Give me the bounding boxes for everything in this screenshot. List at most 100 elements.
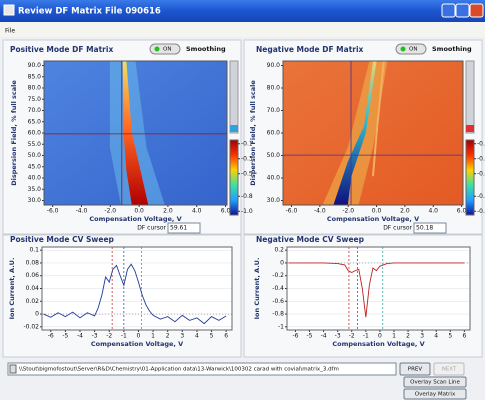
y-tick-label: 0.2 [274, 247, 284, 254]
button[interactable] [403, 376, 467, 388]
df-cursor-box[interactable] [413, 222, 447, 234]
x-tick-label: 2 [166, 333, 170, 340]
heatmap-streak [333, 61, 377, 205]
colorbar-tick-label: -0.5 [477, 170, 485, 177]
y-tick-label: 60.0 [28, 130, 42, 137]
y-tick-label: 0 [35, 311, 39, 318]
x-tick-label: 4.0 [192, 208, 202, 215]
y-tick-label: 0 [280, 259, 284, 266]
panel-title: Negative Mode DF Matrix [256, 45, 364, 54]
x-tick-label: 2.0 [163, 208, 173, 215]
y-tick-label: 75.0 [28, 96, 42, 103]
file-icon [9, 364, 17, 374]
y-tick-label: 0.1 [29, 247, 39, 254]
colorbar-tick-label: -0.8 [241, 193, 253, 200]
sweep-line [43, 263, 227, 325]
file-path: \\Stout\bigmofostout\Server\R&D\Chemistr… [19, 367, 339, 373]
plot-frame [41, 246, 233, 331]
colorbar-tick-label: -0.7 [477, 193, 485, 200]
panel-title: Negative Mode CV Sweep [256, 235, 365, 244]
y-tick-label: 50.0 [28, 152, 42, 159]
button[interactable] [433, 362, 465, 376]
x-tick-label: 1 [392, 333, 396, 340]
y-tick-label: 90.0 [267, 62, 281, 69]
x-tick-label: 6.0 [221, 208, 231, 215]
y-tick-label: 30.0 [28, 197, 42, 204]
scale-slider[interactable] [229, 60, 239, 134]
y-tick-label: 80.0 [28, 85, 42, 92]
x-tick-label: 0.0 [134, 208, 144, 215]
toggle-led [154, 46, 160, 52]
y-tick-label: 85.0 [28, 73, 42, 80]
x-tick-label: -6.0 [286, 208, 298, 215]
y-tick-label: 90.0 [28, 62, 42, 69]
y-tick-label: 50.0 [267, 152, 281, 159]
x-tick-label: -1 [121, 333, 127, 340]
x-tick-label: -4.0 [76, 208, 88, 215]
x-tick-label: 0 [378, 333, 382, 340]
x-tick-label: 6 [462, 333, 466, 340]
x-tick-label: 6 [224, 333, 228, 340]
df-cursor-label: DF cursor [383, 225, 412, 232]
x-tick-label: -5 [307, 333, 313, 340]
scale-marker [466, 125, 474, 132]
x-tick-label: 3 [420, 333, 424, 340]
colorbar-tick-label: -0.9 [477, 208, 485, 215]
button-label: Overlay Matrix [415, 392, 456, 398]
x-tick-label: -3 [92, 333, 98, 340]
button[interactable] [403, 388, 467, 400]
close-button[interactable] [469, 3, 484, 18]
x-tick-label: -6 [48, 333, 54, 340]
y-tick-label: -0.8 [272, 311, 284, 318]
file-path-box[interactable] [7, 362, 397, 376]
x-tick-label: -4.0 [314, 208, 326, 215]
y-tick-label: 0.06 [26, 272, 40, 279]
y-tick-label: -1 [278, 323, 284, 330]
y-tick-label: 70.0 [28, 107, 42, 114]
plot-frame [286, 246, 471, 331]
menu-item[interactable]: File [5, 28, 15, 35]
sweep-line [288, 262, 465, 318]
df-cursor-label: DF cursor [137, 225, 166, 232]
colorbar [465, 139, 475, 216]
scale-slider[interactable] [465, 60, 475, 134]
df-cursor-value: 59.61 [170, 225, 187, 232]
button-label: Overlay Scan Line [410, 380, 460, 386]
y-tick-label: 80.0 [267, 85, 281, 92]
smoothing-toggle[interactable] [149, 43, 181, 55]
x-tick-label: -1 [363, 333, 369, 340]
maximize-button[interactable] [455, 3, 470, 18]
x-tick-label: 2 [406, 333, 410, 340]
minimize-button[interactable] [441, 3, 456, 18]
y-tick-label: -0.2 [272, 272, 284, 279]
menu-bar [0, 22, 485, 37]
y-axis-label: Ion Current, A.U. [8, 258, 16, 320]
y-tick-label: 55.0 [28, 141, 42, 148]
y-tick-label: 0.08 [26, 259, 40, 266]
colorbar-tick-label: -0.1 [477, 140, 485, 147]
button[interactable] [399, 362, 431, 376]
y-tick-label: 40.0 [267, 175, 281, 182]
y-axis-label: Dispersion Field, % full scale [249, 80, 257, 186]
window-title: Review DF Matrix File 090616 [18, 7, 161, 17]
df-cursor-value: 50.18 [416, 225, 433, 232]
df-cursor-box[interactable] [167, 222, 201, 234]
x-tick-label: -2 [349, 333, 355, 340]
panel-title: Positive Mode DF Matrix [10, 45, 113, 54]
smoothing-toggle[interactable] [395, 43, 427, 55]
y-tick-label: 0.02 [26, 298, 40, 305]
x-axis-label: Compensation Voltage, V [89, 215, 181, 223]
colorbar-tick-label: -1.0 [241, 208, 253, 215]
x-tick-label: -5 [62, 333, 68, 340]
y-axis-label: Dispersion Field, % full scale [10, 80, 18, 186]
x-tick-label: -4 [77, 333, 83, 340]
y-tick-label: 45.0 [28, 163, 42, 170]
app-icon [3, 4, 15, 16]
toggle-label: Smoothing [186, 45, 226, 53]
x-axis-label: Compensation Voltage, V [332, 340, 424, 348]
y-tick-label: -0.02 [23, 323, 39, 330]
x-tick-label: -2.0 [104, 208, 116, 215]
y-tick-label: 40.0 [28, 175, 42, 182]
x-axis-label: Compensation Voltage, V [327, 215, 419, 223]
